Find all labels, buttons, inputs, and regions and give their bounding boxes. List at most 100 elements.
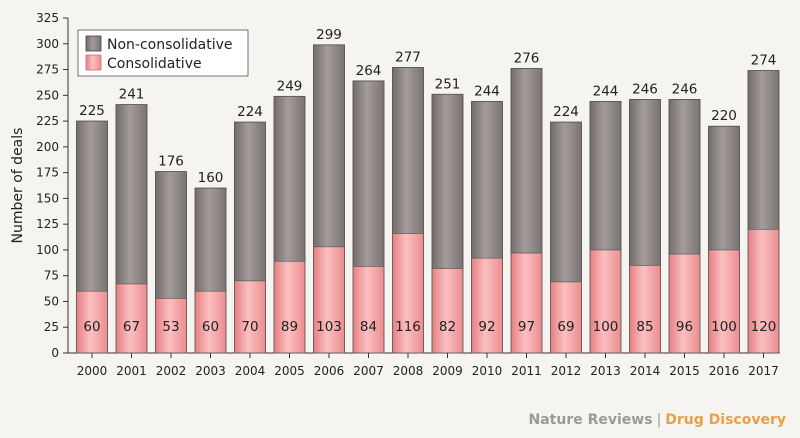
x-tick-label: 2000 xyxy=(77,364,108,378)
consolidative-value-label: 82 xyxy=(439,319,456,335)
consolidative-value-label: 85 xyxy=(636,319,653,335)
bar-non-consolidative xyxy=(194,187,227,292)
total-value-label: 225 xyxy=(79,103,105,119)
consolidative-value-label: 96 xyxy=(676,319,693,335)
bar-non-consolidative xyxy=(589,101,622,251)
consolidative-value-label: 120 xyxy=(751,319,777,335)
bar-non-consolidative xyxy=(115,104,148,285)
y-tick-label: 325 xyxy=(36,11,59,25)
x-tick-label: 2004 xyxy=(235,364,266,378)
legend-label-consolidative: Consolidative xyxy=(107,56,202,72)
bar-consolidative xyxy=(392,233,424,354)
bar-consolidative xyxy=(471,257,503,354)
bar-non-consolidative xyxy=(155,171,187,299)
bar-consolidative xyxy=(550,281,582,354)
y-tick-label: 150 xyxy=(36,191,59,205)
publisher-name: Nature Reviews xyxy=(528,412,653,428)
x-tick-label: 2005 xyxy=(274,364,305,378)
y-tick-label: 25 xyxy=(44,320,59,334)
total-value-label: 160 xyxy=(198,170,224,186)
consolidative-value-label: 69 xyxy=(557,319,574,335)
bar-non-consolidative xyxy=(234,121,266,282)
bar-consolidative xyxy=(510,252,543,354)
journal-name: Drug Discovery xyxy=(665,412,786,428)
bar-non-consolidative xyxy=(510,68,543,254)
total-value-label: 244 xyxy=(593,83,619,99)
x-tick-label: 2016 xyxy=(709,364,740,378)
credit-separator: | xyxy=(656,412,662,428)
bar-non-consolidative xyxy=(76,120,108,292)
bar-consolidative xyxy=(629,265,661,354)
y-tick-label: 300 xyxy=(36,37,59,51)
legend-swatch-consolidative xyxy=(85,54,102,71)
consolidative-value-label: 89 xyxy=(281,319,298,335)
total-value-label: 264 xyxy=(356,63,382,79)
consolidative-value-label: 97 xyxy=(518,319,535,335)
consolidative-value-label: 84 xyxy=(360,319,377,335)
bar-non-consolidative xyxy=(629,99,661,266)
total-value-label: 249 xyxy=(277,78,303,94)
x-tick-label: 2015 xyxy=(669,364,700,378)
bar-non-consolidative xyxy=(273,96,306,262)
y-tick-label: 100 xyxy=(36,243,59,257)
bar-consolidative xyxy=(273,260,306,354)
x-tick-label: 2010 xyxy=(472,364,503,378)
x-tick-label: 2011 xyxy=(511,364,542,378)
bar-non-consolidative xyxy=(352,80,385,267)
x-tick-label: 2009 xyxy=(432,364,463,378)
consolidative-value-label: 70 xyxy=(241,319,258,335)
total-value-label: 274 xyxy=(751,53,777,69)
y-tick-label: 275 xyxy=(36,63,59,77)
consolidative-value-label: 92 xyxy=(478,319,495,335)
bar-non-consolidative xyxy=(313,44,345,248)
x-tick-label: 2014 xyxy=(630,364,661,378)
legend-label-non-consolidative: Non-consolidative xyxy=(107,37,232,53)
total-value-label: 220 xyxy=(711,108,737,124)
bar-non-consolidative xyxy=(708,125,740,251)
consolidative-value-label: 100 xyxy=(711,319,737,335)
bar-consolidative xyxy=(313,246,345,354)
x-tick-label: 2002 xyxy=(156,364,187,378)
total-value-label: 277 xyxy=(395,49,421,65)
bar-consolidative xyxy=(668,253,701,354)
publisher-credit: Nature Reviews | Drug Discovery xyxy=(529,412,787,428)
bar-consolidative xyxy=(431,268,464,354)
y-tick-label: 225 xyxy=(36,114,59,128)
bar-non-consolidative xyxy=(431,93,464,269)
total-value-label: 176 xyxy=(158,154,184,170)
total-value-label: 224 xyxy=(237,104,263,120)
legend-box xyxy=(77,29,249,77)
bar-non-consolidative xyxy=(471,101,503,259)
x-tick-label: 2017 xyxy=(748,364,779,378)
x-tick-label: 2001 xyxy=(116,364,147,378)
y-tick-label: 75 xyxy=(44,269,59,283)
x-tick-label: 2012 xyxy=(551,364,582,378)
y-axis-title: Number of deals xyxy=(10,128,26,244)
bar-consolidative xyxy=(589,249,622,354)
consolidative-value-label: 67 xyxy=(123,319,140,335)
consolidative-value-label: 53 xyxy=(162,319,179,335)
consolidative-value-label: 103 xyxy=(316,319,342,335)
bar-non-consolidative xyxy=(747,70,780,230)
bar-consolidative xyxy=(352,266,385,354)
x-tick-label: 2013 xyxy=(590,364,621,378)
x-tick-label: 2003 xyxy=(195,364,226,378)
x-tick-label: 2007 xyxy=(353,364,384,378)
bar-consolidative xyxy=(194,290,227,354)
x-tick-label: 2008 xyxy=(393,364,424,378)
bar-non-consolidative xyxy=(392,67,424,234)
consolidative-value-label: 100 xyxy=(593,319,619,335)
y-tick-label: 0 xyxy=(51,346,59,360)
total-value-label: 299 xyxy=(316,27,342,43)
y-tick-label: 125 xyxy=(36,217,59,231)
consolidative-value-label: 116 xyxy=(395,319,421,335)
legend-swatch-non-consolidative xyxy=(85,35,102,52)
y-tick-label: 250 xyxy=(36,88,59,102)
bar-non-consolidative xyxy=(550,121,582,283)
y-tick-label: 175 xyxy=(36,166,59,180)
bar-consolidative xyxy=(234,280,266,354)
total-value-label: 276 xyxy=(514,51,540,67)
bar-consolidative xyxy=(708,249,740,354)
total-value-label: 246 xyxy=(672,81,698,97)
